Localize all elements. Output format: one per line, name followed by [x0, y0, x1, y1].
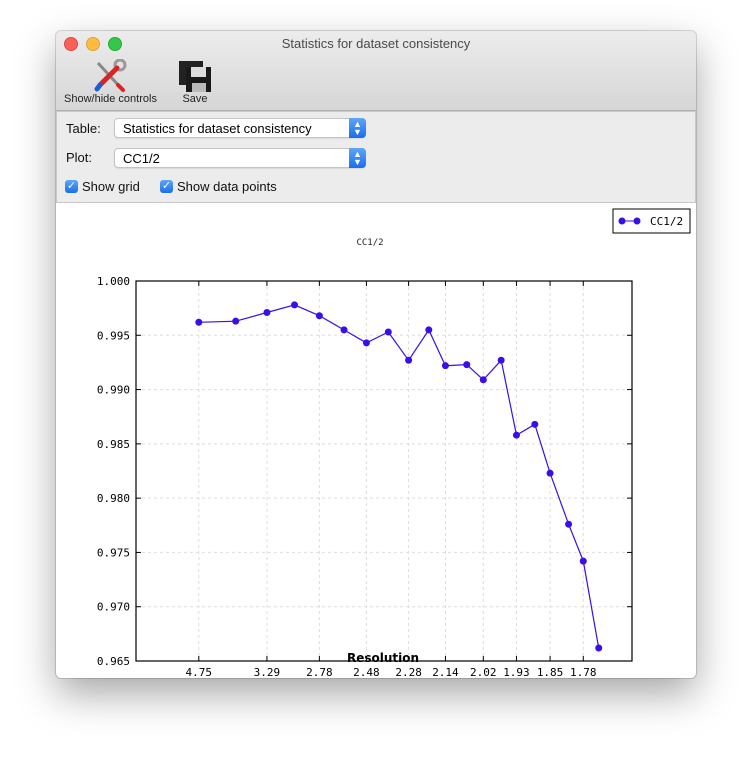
chevron-updown-icon: ▲ ▼ — [349, 148, 366, 168]
x-tick-label: 4.75 — [186, 666, 213, 678]
tools-icon — [92, 59, 128, 93]
window-title: Statistics for dataset consistency — [281, 36, 471, 51]
show-data-points-label: Show data points — [177, 179, 277, 194]
y-tick-label: 0.975 — [97, 546, 130, 559]
y-tick-label: 0.980 — [97, 492, 130, 505]
legend-label: CC1/2 — [650, 215, 683, 228]
title-bar: Statistics for dataset consistency Show/… — [56, 31, 696, 111]
x-tick-label: 1.85 — [537, 666, 564, 678]
plot-select-value: CC1/2 — [123, 151, 160, 166]
data-point — [263, 308, 271, 316]
data-point — [232, 317, 240, 325]
data-point — [340, 326, 348, 334]
y-tick-label: 0.985 — [97, 438, 130, 451]
chart-area: CC1/2 Resolution CC1/2 1.000 0.995 0.990 0.… — [56, 202, 696, 678]
save-label: Save — [182, 93, 208, 105]
x-tick-label: 2.14 — [432, 666, 459, 678]
floppy-disk-icon — [178, 59, 212, 93]
data-point — [546, 469, 554, 477]
data-point — [291, 301, 299, 309]
minimize-button[interactable] — [86, 37, 100, 51]
data-point — [463, 361, 471, 369]
data-point — [315, 312, 323, 320]
data-point — [384, 328, 392, 336]
data-point — [595, 644, 603, 652]
table-select-value: Statistics for dataset consistency — [123, 121, 312, 136]
save-button[interactable]: Save — [178, 59, 212, 105]
show-data-points-checkbox[interactable]: ✓ Show data points — [160, 179, 277, 194]
legend-marker — [618, 217, 626, 225]
x-tick-label: 2.02 — [470, 666, 497, 678]
y-tick-label: 0.965 — [97, 655, 130, 668]
x-tick-label: 3.29 — [254, 666, 281, 678]
plot-frame — [135, 280, 633, 662]
y-tick-label: 1.000 — [97, 275, 130, 288]
plot-select[interactable]: CC1/2 ▲ ▼ — [114, 148, 366, 168]
data-point — [479, 376, 487, 384]
data-point — [195, 318, 203, 326]
checkmark-icon: ✓ — [160, 180, 173, 193]
legend: CC1/2 — [612, 208, 691, 234]
close-button[interactable] — [64, 37, 78, 51]
y-tick-label: 0.970 — [97, 601, 130, 614]
x-tick-label: 1.78 — [570, 666, 597, 678]
cc-half-chart: CC1/2 Resolution CC1/2 1.0000.9950.9900.… — [97, 208, 691, 678]
data-point — [425, 326, 433, 334]
legend-marker — [633, 217, 641, 225]
x-tick-label: 2.78 — [306, 666, 333, 678]
show-grid-label: Show grid — [82, 179, 140, 194]
data-point — [441, 362, 449, 370]
data-point — [531, 420, 539, 428]
show-hide-controls-button[interactable]: Show/hide controls — [64, 59, 157, 105]
x-tick-label: 1.93 — [503, 666, 530, 678]
show-hide-controls-label: Show/hide controls — [64, 93, 157, 105]
x-tick-label: 2.48 — [353, 666, 380, 678]
checkmark-icon: ✓ — [65, 180, 78, 193]
app-window: Statistics for dataset consistency Show/… — [56, 31, 696, 678]
data-point — [565, 520, 573, 528]
table-select[interactable]: Statistics for dataset consistency ▲ ▼ — [114, 118, 366, 138]
table-label: Table: — [66, 121, 101, 136]
data-point — [362, 339, 370, 347]
data-point — [579, 557, 587, 565]
show-grid-checkbox[interactable]: ✓ Show grid — [65, 179, 140, 194]
data-point — [512, 431, 520, 439]
chevron-updown-icon: ▲ ▼ — [349, 118, 366, 138]
data-point — [497, 356, 505, 364]
x-tick-label: 2.28 — [395, 666, 422, 678]
chart-title: CC1/2 — [356, 238, 383, 248]
controls-panel: Table: Statistics for dataset consistenc… — [56, 111, 696, 203]
data-point — [405, 356, 413, 364]
series-line — [198, 304, 600, 649]
zoom-button[interactable] — [108, 37, 122, 51]
y-tick-label: 0.995 — [97, 329, 130, 342]
y-tick-label: 0.990 — [97, 384, 130, 397]
plot-label: Plot: — [66, 150, 93, 165]
